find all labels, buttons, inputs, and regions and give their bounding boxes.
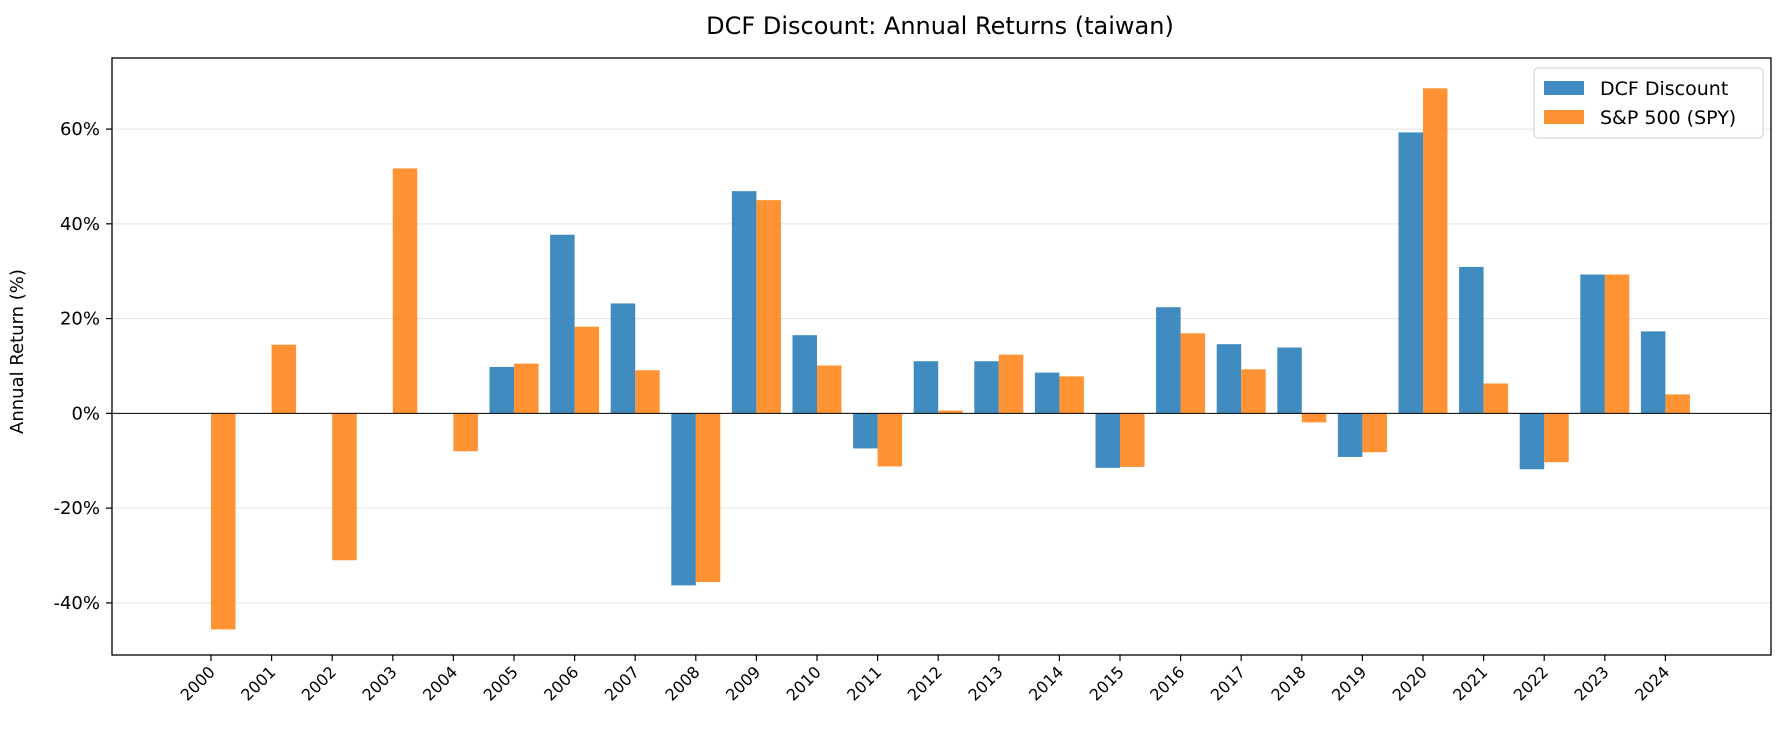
x-tick-label: 2010: [783, 662, 825, 704]
bar-s-p-500-spy-2016: [1180, 333, 1206, 414]
x-tick-label: 2003: [358, 662, 400, 704]
bar-dcf-discount-2022: [1519, 413, 1545, 470]
bar-s-p-500-spy-2006: [574, 326, 600, 414]
x-tick-label: 2009: [722, 662, 764, 704]
y-axis-label: Annual Return (%): [7, 269, 28, 434]
plot-frame: [111, 57, 1772, 656]
legend-label-s-p-500-spy: S&P 500 (SPY): [1600, 107, 1736, 129]
y-tick-label: 0%: [71, 403, 100, 424]
x-tick-label: 2006: [540, 662, 582, 704]
bar-s-p-500-spy-2007: [635, 370, 660, 414]
x-tick-label: 2021: [1449, 662, 1491, 704]
x-axis: 2000 2001 2002 2003 2004 2005 2006 2007 2008 2009…: [177, 655, 1673, 705]
bar-s-p-500-spy-2014: [1059, 376, 1084, 414]
bar-s-p-500-spy-2000: [211, 413, 236, 630]
bar-dcf-discount-2018: [1277, 347, 1302, 414]
x-tick-label: 2013: [964, 662, 1006, 704]
bar-dcf-discount-2021: [1459, 266, 1484, 414]
bar-s-p-500-spy-2001: [271, 344, 297, 414]
x-tick-label: 2015: [1086, 662, 1128, 704]
bar-s-p-500-spy-2022: [1544, 413, 1569, 463]
bar-dcf-discount-2020: [1398, 132, 1423, 414]
bar-s-p-500-spy-2017: [1241, 369, 1266, 414]
x-tick-label: 2011: [843, 662, 885, 704]
bar-s-p-500-spy-2023: [1604, 274, 1630, 414]
grid-layer: [112, 128, 1771, 604]
bar-s-p-500-spy-2013: [998, 354, 1024, 414]
bar-dcf-discount-2023: [1580, 274, 1605, 414]
x-tick-label: 2001: [237, 662, 279, 704]
x-tick-label: 2007: [601, 662, 643, 704]
legend-box: [1533, 67, 1764, 139]
bar-dcf-discount-2024: [1640, 331, 1666, 414]
bar-s-p-500-spy-2020: [1423, 88, 1448, 414]
bar-dcf-discount-2009: [731, 191, 757, 414]
x-tick-label: 2014: [1025, 662, 1067, 704]
x-tick-label: 2024: [1631, 662, 1673, 704]
x-tick-label: 2022: [1510, 662, 1552, 704]
bar-dcf-discount-2014: [1034, 372, 1060, 414]
bar-s-p-500-spy-2018: [1301, 413, 1327, 423]
bar-dcf-discount-2005: [489, 366, 514, 414]
bar-dcf-discount-2010: [792, 335, 817, 414]
chart-title: DCF Discount: Annual Returns (taiwan): [706, 12, 1174, 40]
legend-swatch-s-p-500-spy: [1544, 110, 1584, 124]
legend-label-dcf-discount: DCF Discount: [1600, 78, 1728, 100]
legend: DCF Discount S&P 500 (SPY): [1533, 67, 1764, 139]
bar-s-p-500-spy-2005: [514, 363, 539, 414]
legend-swatch-dcf-discount: [1544, 81, 1584, 95]
y-tick-label: 20%: [60, 309, 100, 330]
x-tick-label: 2019: [1328, 662, 1370, 704]
x-tick-label: 2000: [177, 662, 219, 704]
bar-dcf-discount-2017: [1216, 344, 1242, 414]
y-tick-label: 40%: [60, 214, 100, 235]
bars-layer: [211, 88, 1690, 630]
bar-s-p-500-spy-2004: [453, 413, 478, 452]
bar-s-p-500-spy-2015: [1120, 413, 1145, 467]
x-tick-label: 2005: [480, 662, 522, 704]
x-tick-label: 2002: [298, 662, 340, 704]
bar-dcf-discount-2007: [610, 303, 636, 414]
x-tick-label: 2016: [1146, 662, 1188, 704]
bar-s-p-500-spy-2010: [817, 365, 842, 414]
bar-dcf-discount-2011: [853, 413, 878, 449]
x-tick-label: 2023: [1570, 662, 1612, 704]
y-tick-label: 60%: [60, 119, 100, 140]
bar-s-p-500-spy-2012: [938, 410, 963, 414]
bar-s-p-500-spy-2024: [1665, 394, 1690, 414]
x-tick-label: 2012: [904, 662, 946, 704]
bar-s-p-500-spy-2019: [1362, 413, 1387, 453]
bar-s-p-500-spy-2011: [877, 413, 903, 467]
y-tick-label: -40%: [53, 593, 100, 614]
bar-dcf-discount-2016: [1156, 307, 1181, 414]
x-tick-label: 2020: [1389, 662, 1431, 704]
y-axis: -40% -20% 0% 20% 40% 60%: [53, 119, 112, 614]
bar-s-p-500-spy-2003: [392, 168, 418, 414]
x-tick-label: 2018: [1267, 662, 1309, 704]
bar-s-p-500-spy-2008: [695, 413, 721, 583]
bar-dcf-discount-2012: [913, 361, 939, 414]
bar-dcf-discount-2015: [1095, 413, 1120, 468]
bar-dcf-discount-2013: [974, 361, 999, 414]
x-tick-label: 2017: [1207, 662, 1249, 704]
x-tick-label: 2004: [419, 662, 461, 704]
bar-s-p-500-spy-2002: [332, 413, 357, 561]
y-tick-label: -20%: [53, 498, 100, 519]
bar-dcf-discount-2019: [1337, 413, 1363, 457]
x-tick-label: 2008: [661, 662, 703, 704]
bar-dcf-discount-2008: [671, 413, 696, 586]
bar-dcf-discount-2006: [550, 234, 575, 414]
bar-s-p-500-spy-2021: [1483, 383, 1509, 414]
bar-s-p-500-spy-2009: [756, 200, 781, 414]
